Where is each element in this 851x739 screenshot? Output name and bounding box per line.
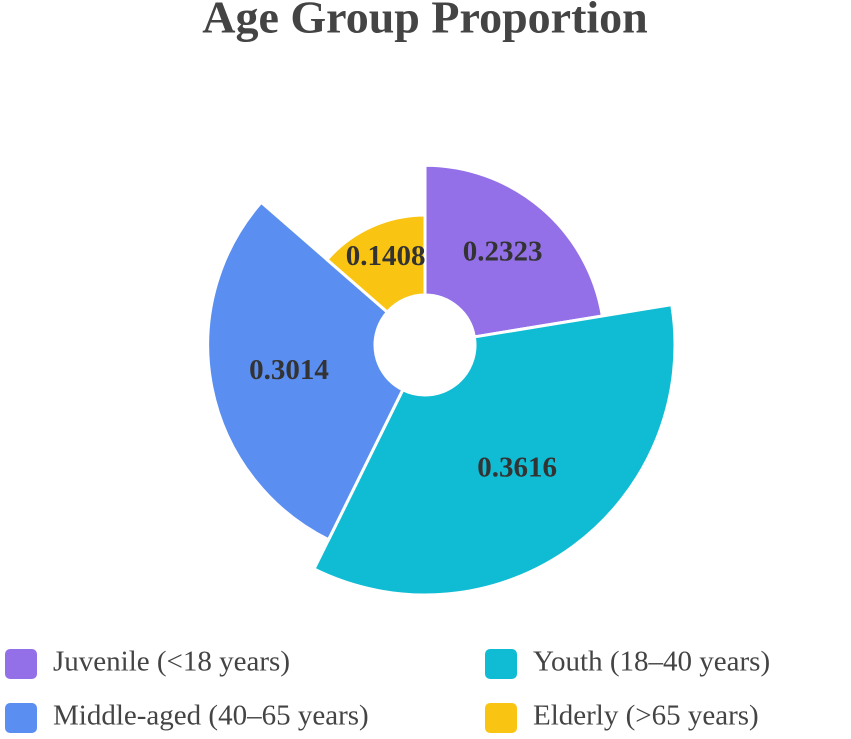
legend-swatch <box>485 649 517 679</box>
legend-label: Elderly (>65 years) <box>533 700 759 732</box>
legend-label: Youth (18–40 years) <box>533 646 770 678</box>
legend-swatch <box>5 703 37 733</box>
slice <box>206 200 405 542</box>
legend-swatch <box>485 703 517 733</box>
legend-label: Middle-aged (40–65 years) <box>53 700 369 732</box>
slice <box>324 213 427 315</box>
chart-title: Age Group Proportion <box>202 0 648 43</box>
data-label: 0.1408 <box>346 240 426 272</box>
data-label: 0.3616 <box>477 451 557 483</box>
legend-label: Juvenile (<18 years) <box>53 646 290 678</box>
slice <box>312 302 677 597</box>
legend-swatch <box>5 649 37 679</box>
data-label: 0.2323 <box>463 235 543 267</box>
slice <box>423 163 605 339</box>
data-label: 0.3014 <box>249 354 329 386</box>
